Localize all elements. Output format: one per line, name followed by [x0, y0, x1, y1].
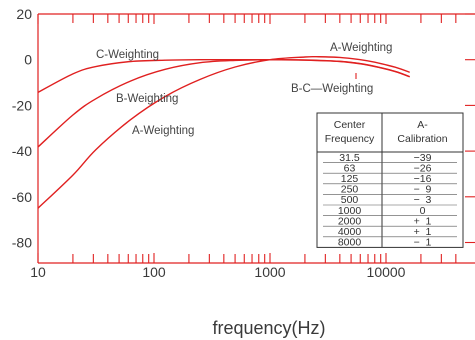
table-cell-frequency: 500: [341, 194, 359, 206]
x-tick-label: 1000: [254, 264, 285, 280]
y-tick-label: 20: [16, 6, 32, 22]
y-tick-label: -60: [12, 189, 32, 205]
table-cell-frequency: 4000: [338, 226, 362, 238]
table-cell-calibration: −16: [414, 173, 432, 185]
y-tick-label: -40: [12, 143, 32, 159]
table-cell-frequency: 63: [344, 162, 356, 174]
table-cell-calibration: 0: [420, 205, 426, 217]
table-cell-frequency: 8000: [338, 237, 362, 249]
table-cell-frequency: 125: [341, 173, 359, 185]
table-header-frequency: Center: [334, 119, 366, 131]
table-cell-calibration: + 1: [414, 215, 432, 227]
y-tick-label: -20: [12, 97, 32, 113]
curve-label-a-left: A-Weighting: [132, 125, 194, 137]
table-header-calibration: A-: [417, 119, 428, 131]
curve-label-b-left: B-Weighting: [116, 93, 178, 105]
table-cell-frequency: 250: [341, 184, 359, 196]
table-cell-calibration: − 9: [414, 184, 432, 196]
table-header-frequency: Frequency: [325, 133, 375, 145]
curve-label-c-top: C-Weighting: [96, 49, 159, 61]
curve-labels: C-Weighting A-Weighting B-C—Weighting B-Wei…: [96, 42, 392, 137]
table-cell-frequency: 31.5: [339, 152, 360, 164]
weighting-curves: [37, 55, 410, 209]
x-tick-label: 100: [142, 264, 166, 280]
y-tick-label: 0: [24, 52, 32, 68]
table-cell-calibration: −26: [414, 162, 432, 174]
table-header-calibration: Calibration: [397, 133, 447, 145]
x-tick-label: 10000: [367, 264, 406, 280]
table-cell-calibration: + 1: [414, 226, 432, 238]
table-cell-calibration: − 1: [414, 237, 432, 249]
calibration-table: Center Frequency A- Calibration 31.5 −39 63 −26…: [316, 112, 464, 249]
x-tick-label: 10: [30, 264, 46, 280]
curve-label-bc-right: B-C—Weighting: [291, 83, 373, 95]
table-cell-frequency: 1000: [338, 205, 362, 217]
a-weighting-curve: [37, 55, 410, 209]
b-weighting-curve: [37, 58, 410, 148]
table-cell-frequency: 2000: [338, 215, 362, 227]
curve-label-a-top: A-Weighting: [330, 42, 392, 54]
plot-frame: [37, 13, 475, 264]
table-cell-calibration: −39: [414, 152, 432, 164]
y-tick-label: -80: [12, 235, 32, 251]
table-cell-calibration: − 3: [414, 194, 432, 206]
x-axis-title: frequency(Hz): [212, 318, 325, 338]
table-border: [316, 112, 464, 248]
